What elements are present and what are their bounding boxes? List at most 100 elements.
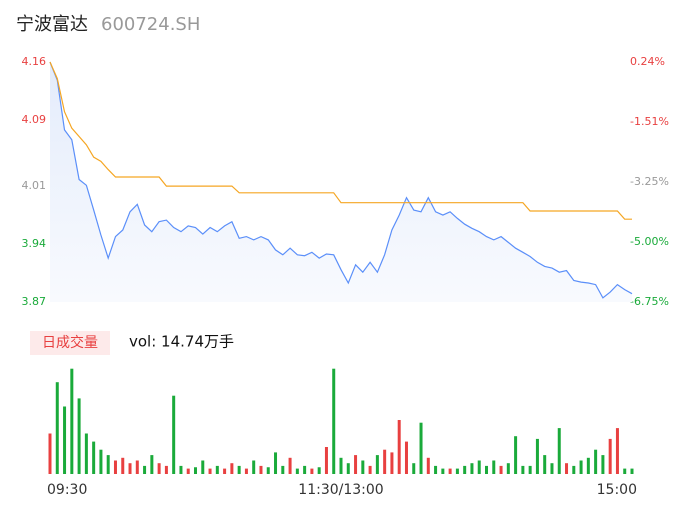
volume-bar — [354, 455, 358, 474]
volume-bar — [601, 455, 605, 474]
y-tick-label: 4.16 — [22, 55, 47, 68]
volume-bar — [419, 422, 423, 474]
volume-bar — [215, 465, 219, 474]
volume-bar — [186, 468, 190, 474]
volume-bar — [506, 463, 510, 474]
volume-bar — [164, 465, 168, 474]
volume-bar — [244, 468, 248, 474]
volume-bar — [463, 465, 467, 474]
volume-bar — [550, 463, 554, 474]
stock-code: 600724.SH — [101, 14, 200, 35]
volume-bar — [266, 467, 270, 474]
volume-bar — [434, 465, 438, 474]
y2-tick-label: -6.75% — [630, 295, 669, 308]
stock-name: 宁波富达 — [16, 14, 88, 35]
volume-bar — [332, 368, 336, 474]
volume-bar — [106, 455, 110, 474]
volume-bar — [237, 465, 241, 474]
volume-bar — [521, 465, 525, 474]
y2-tick-label: 0.24% — [630, 55, 665, 68]
volume-bar — [135, 460, 139, 474]
volume-bar — [615, 428, 619, 474]
volume-bar — [339, 457, 343, 474]
volume-bar — [48, 433, 52, 474]
volume-bar — [565, 463, 569, 474]
volume-bar — [586, 457, 590, 474]
volume-bar — [92, 441, 96, 474]
volume-bar — [150, 455, 154, 474]
y-tick-label: 4.01 — [22, 179, 47, 192]
volume-bar — [324, 447, 328, 474]
volume-bar — [368, 465, 372, 474]
volume-bar — [303, 465, 307, 474]
volume-bar — [572, 465, 576, 474]
volume-bar — [84, 433, 88, 474]
volume-bar — [295, 468, 299, 474]
volume-bar — [201, 460, 205, 474]
volume-legend: 日成交量 — [42, 334, 98, 351]
volume-bar — [535, 438, 539, 474]
volume-bar — [485, 465, 488, 474]
volume-bar — [608, 438, 612, 474]
volume-bar — [121, 457, 125, 474]
volume-bar — [157, 463, 161, 474]
volume-bar — [528, 465, 532, 474]
volume-bar — [252, 460, 256, 474]
volume-bar — [543, 455, 547, 474]
average-line — [49, 61, 632, 220]
volume-total: vol: 14.74万手 — [129, 333, 234, 351]
volume-bar — [172, 395, 176, 474]
volume-bar — [412, 463, 416, 474]
volume-bar — [274, 452, 278, 474]
volume-bar — [426, 457, 430, 474]
y-tick-label: 3.94 — [22, 237, 47, 250]
volume-bar — [179, 465, 183, 474]
y-tick-label: 3.87 — [22, 295, 47, 308]
volume-bar — [448, 468, 452, 474]
volume-bar — [317, 467, 321, 474]
volume-bar — [397, 420, 401, 474]
volume-bar — [259, 465, 263, 474]
volume-bar — [499, 465, 503, 474]
volume-bar — [346, 463, 350, 474]
volume-bar — [361, 460, 365, 474]
volume-bar — [99, 449, 103, 474]
volume-bar — [113, 460, 117, 474]
x-tick-label: 11:30/13:00 — [298, 482, 383, 498]
volume-bar — [404, 441, 408, 474]
x-tick-label: 15:00 — [597, 482, 637, 498]
volume-bar — [455, 468, 459, 474]
volume-bar — [594, 449, 598, 474]
volume-bar — [390, 452, 394, 474]
volume-bar — [630, 468, 634, 474]
volume-bar — [383, 449, 387, 474]
volume-bar — [441, 468, 445, 474]
volume-bar — [470, 463, 474, 474]
volume-bar — [143, 465, 147, 474]
legend-box — [30, 331, 110, 355]
volume-bar — [281, 465, 285, 474]
volume-bar — [230, 463, 234, 474]
volume-bar — [492, 460, 496, 474]
volume-bar — [310, 468, 314, 474]
volume-bar — [194, 467, 197, 474]
volume-bar — [77, 398, 81, 474]
y-tick-label: 4.09 — [22, 113, 47, 126]
y2-tick-label: -5.00% — [630, 235, 669, 248]
volume-bar — [623, 468, 627, 474]
volume-bar — [55, 382, 59, 474]
volume-bar — [223, 468, 227, 474]
volume-bar — [375, 455, 379, 474]
price-area — [50, 62, 632, 302]
volume-bar — [208, 468, 212, 474]
volume-bar — [579, 460, 583, 474]
volume-bar — [128, 463, 132, 474]
volume-bar — [477, 460, 481, 474]
volume-bar — [70, 368, 74, 474]
volume-bar — [288, 457, 292, 474]
y2-tick-label: -1.51% — [630, 115, 669, 128]
y2-tick-label: -3.25% — [630, 175, 669, 188]
volume-bar — [557, 428, 561, 474]
volume-bar — [63, 406, 67, 474]
